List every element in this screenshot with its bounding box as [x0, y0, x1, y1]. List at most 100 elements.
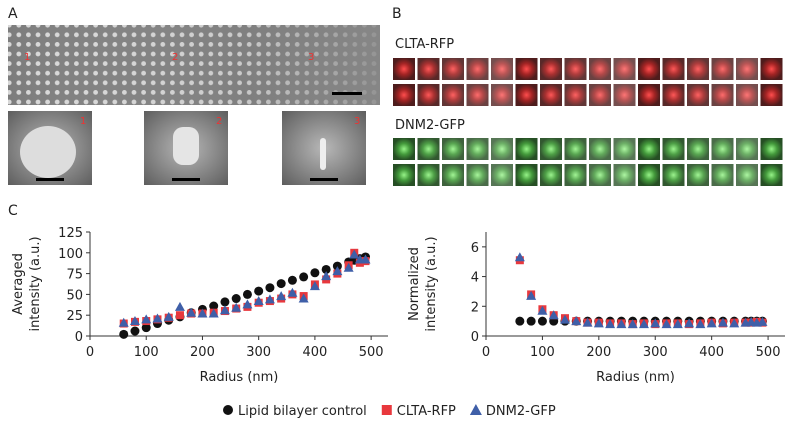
x-tick-label: 400 [699, 345, 724, 360]
tile [613, 164, 636, 186]
point [757, 316, 768, 326]
panel-label: A [8, 6, 18, 22]
scale-bar [36, 178, 64, 181]
point [276, 291, 287, 301]
x-tick-label: 500 [359, 345, 384, 360]
tile [736, 164, 758, 186]
tile [589, 164, 611, 186]
tile [638, 164, 660, 186]
point [548, 310, 559, 320]
x-tick-label: 100 [530, 345, 555, 360]
image-marker: 3 [308, 52, 314, 63]
point [129, 316, 140, 326]
point [729, 318, 740, 328]
tile [393, 164, 415, 186]
point [717, 317, 728, 327]
tile [417, 58, 440, 80]
tile [442, 164, 464, 186]
x-tick-label: 0 [86, 345, 94, 360]
inset-label: 2 [216, 116, 222, 127]
point [526, 290, 537, 300]
point [706, 318, 717, 328]
point [332, 266, 343, 276]
point [174, 301, 185, 311]
image-shade [8, 25, 380, 105]
chart: 0 25 50 75 100 125 0 100 200 300 400 500 Radius (nm)… [11, 226, 388, 385]
x-tick-label: 200 [586, 345, 611, 360]
point [593, 318, 604, 328]
tile [417, 84, 440, 106]
tile [687, 58, 709, 80]
tile [687, 138, 709, 160]
tile [515, 58, 538, 80]
legend-marker [223, 405, 233, 415]
point [141, 323, 151, 333]
legend-label: DNM2-GFP [486, 404, 556, 419]
tile [638, 84, 660, 106]
point [298, 293, 309, 303]
point [571, 316, 582, 326]
point [276, 279, 286, 289]
point [141, 314, 152, 324]
point [582, 317, 593, 327]
tile [589, 58, 611, 80]
tile [760, 84, 783, 106]
tile [540, 164, 562, 186]
tile [662, 164, 685, 186]
y-axis-label: intensity (a.u.) [424, 236, 439, 331]
tile [687, 84, 709, 106]
tile [442, 138, 464, 160]
point [661, 319, 672, 329]
point [152, 313, 163, 323]
point [118, 317, 129, 327]
point [119, 329, 129, 339]
point [309, 281, 320, 291]
tile [711, 138, 734, 160]
image-marker: 2 [172, 52, 178, 63]
y-tick-label: 125 [58, 226, 83, 241]
x-tick-label: 400 [302, 345, 327, 360]
tile [393, 84, 415, 106]
tile [736, 84, 758, 106]
tile [662, 58, 685, 80]
pillar [173, 127, 199, 165]
point [208, 308, 219, 318]
tile [736, 58, 758, 80]
tile [491, 58, 513, 80]
point [514, 252, 525, 262]
legend-marker [381, 405, 392, 415]
point [231, 302, 242, 312]
tile [540, 58, 562, 80]
row-label: DNM2-GFP [395, 118, 465, 133]
pillar [20, 126, 76, 178]
point [684, 318, 695, 328]
legend-label: CLTA-RFP [397, 404, 456, 419]
panel-label: C [8, 203, 18, 219]
tile [638, 58, 660, 80]
point [163, 311, 174, 321]
point [242, 289, 252, 299]
point [526, 316, 536, 326]
row-label: CLTA-RFP [395, 37, 454, 52]
point [349, 249, 360, 259]
inset-label: 3 [354, 116, 360, 127]
point [515, 316, 525, 326]
tile [466, 138, 489, 160]
point [310, 268, 320, 278]
y-tick-label: 50 [66, 288, 83, 303]
tile [442, 84, 464, 106]
x-tick-label: 500 [756, 345, 781, 360]
point [287, 287, 298, 297]
legend: Lipid bilayer control CLTA-RFP DNM2-GFP [223, 404, 556, 419]
tile [564, 84, 587, 106]
x-axis-label: Radius (nm) [200, 370, 279, 385]
legend-item: Lipid bilayer control [223, 404, 367, 419]
tile [760, 164, 783, 186]
y-tick-label: 75 [66, 268, 83, 283]
y-tick-label: 100 [58, 247, 83, 262]
tile [417, 138, 440, 160]
legend-item: DNM2-GFP [469, 404, 556, 419]
tile [760, 58, 783, 80]
